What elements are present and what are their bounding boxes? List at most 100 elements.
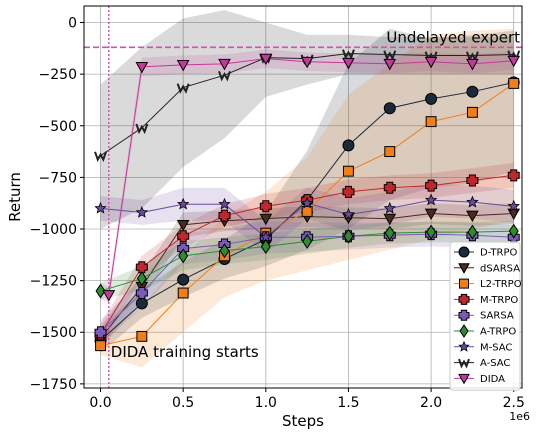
m-sac-marker xyxy=(342,208,355,220)
dida-marker xyxy=(507,55,521,68)
l2-trpo-marker xyxy=(95,340,106,352)
grid xyxy=(84,6,522,388)
legend-label-dsarsa: dSARSA xyxy=(480,263,520,274)
dida-marker xyxy=(424,56,438,69)
legend: D-TRPO dSARSA L2-TRPO M-TRPO SARSA A-TRPO M-SA… xyxy=(449,241,522,391)
legend-label-m-trpo: M-TRPO xyxy=(480,295,518,306)
a-trpo-marker xyxy=(343,228,354,244)
x-scale-label: 1e6 xyxy=(509,410,530,423)
legend-marker-l2-trpo xyxy=(459,278,469,289)
l2-trpo-marker xyxy=(425,116,437,128)
m-trpo-marker xyxy=(507,169,520,182)
series-markers xyxy=(94,49,521,352)
m-sac-marker xyxy=(383,201,396,214)
m-trpo-marker xyxy=(466,174,479,187)
m-trpo-marker xyxy=(218,209,231,222)
a-trpo-marker xyxy=(508,223,519,239)
d-trpo-marker xyxy=(466,85,479,98)
legend-marker-m-trpo xyxy=(458,293,470,305)
l2-trpo-marker xyxy=(177,287,189,299)
m-trpo-marker xyxy=(177,230,190,243)
dida-marker xyxy=(466,58,479,71)
a-trpo-marker xyxy=(467,224,478,240)
legend-marker-a-trpo xyxy=(459,324,469,338)
a-trpo-marker xyxy=(384,225,395,241)
legend-label-l2-trpo: L2-TRPO xyxy=(480,279,522,290)
y-tick-label: −500 xyxy=(39,119,77,135)
legend-marker-m-sac xyxy=(458,340,470,352)
legend-label-d-trpo: D-TRPO xyxy=(480,248,517,259)
a-trpo-marker xyxy=(95,283,106,299)
l2-trpo-marker xyxy=(384,146,396,158)
dida-marker xyxy=(342,57,355,70)
l2-trpo-marker xyxy=(136,330,148,342)
a-trpo-marker xyxy=(426,224,437,240)
d-trpo-marker xyxy=(177,273,190,286)
dsarsa-marker xyxy=(176,219,190,232)
legend-label-a-sac: A-SAC xyxy=(480,358,510,369)
legend-marker-d-trpo xyxy=(458,246,470,258)
a-sac-marker xyxy=(465,51,479,62)
a-sac-marker xyxy=(342,49,355,60)
legend-marker-sarsa xyxy=(458,309,470,321)
dida-band xyxy=(100,49,514,304)
dida-marker xyxy=(102,290,116,302)
m-sac-marker xyxy=(507,199,520,212)
dsarsa-marker xyxy=(259,213,273,226)
a-sac-marker xyxy=(94,151,107,162)
y-tick-label: −1000 xyxy=(30,222,77,238)
m-trpo-marker xyxy=(383,181,396,194)
y-tick-label: −1500 xyxy=(30,325,77,341)
d-trpo-band xyxy=(100,28,514,353)
d-trpo-marker xyxy=(342,139,355,152)
legend-label-dida: DIDA xyxy=(480,374,505,385)
dida-marker xyxy=(176,59,190,72)
x-tick-label: 0.0 xyxy=(89,395,111,411)
dida-marker xyxy=(259,53,273,66)
m-sac-marker xyxy=(424,193,438,206)
a-sac-marker xyxy=(424,51,438,62)
a-trpo-marker xyxy=(178,248,189,264)
reference-lines xyxy=(84,6,522,388)
undelayed-expert-label: Undelayed expert xyxy=(386,28,520,46)
x-tick-label: 1.0 xyxy=(255,395,277,411)
dida-marker xyxy=(383,58,397,71)
x-axis-label: Steps xyxy=(282,412,324,430)
a-trpo-band xyxy=(100,220,514,300)
m-trpo-marker xyxy=(425,179,438,192)
y-tick-label: −750 xyxy=(39,170,77,186)
x-tick-label: 2.0 xyxy=(420,395,442,411)
y-tick-label: −1250 xyxy=(30,274,77,290)
dida-marker xyxy=(300,56,314,69)
dida-training-starts-label: DIDA training starts xyxy=(111,343,259,361)
dsarsa-marker xyxy=(383,213,397,226)
l2-trpo-marker xyxy=(466,106,478,118)
m-trpo-marker xyxy=(342,185,355,198)
l2-trpo-marker xyxy=(301,206,313,217)
axis-ticks: 0.0 0.5 1.0 1.5 2.0 2.5 0 −250 −500 −750 −1000 −125… xyxy=(30,16,525,411)
m-sac-marker xyxy=(259,230,273,243)
m-sac-marker xyxy=(135,205,149,218)
a-sac-marker xyxy=(218,70,231,82)
m-trpo-marker xyxy=(259,200,272,213)
d-trpo-marker xyxy=(383,102,396,115)
legend-marker-dsarsa xyxy=(458,263,470,274)
a-trpo-marker xyxy=(136,271,147,287)
dsarsa-marker xyxy=(466,210,479,223)
y-tick-label: 0 xyxy=(68,16,77,32)
x-tick-label: 2.5 xyxy=(503,395,525,411)
dsarsa-marker xyxy=(424,208,438,221)
x-tick-label: 1.5 xyxy=(337,395,359,411)
m-sac-band xyxy=(100,183,514,254)
y-tick-label: −1750 xyxy=(30,377,77,393)
a-sac-marker xyxy=(135,123,149,135)
a-sac-band xyxy=(100,10,514,230)
d-trpo-marker xyxy=(425,92,438,105)
m-trpo-marker xyxy=(135,261,148,274)
legend-label-sarsa: SARSA xyxy=(480,311,514,322)
y-axis-label: Return xyxy=(6,172,24,222)
l2-trpo-marker xyxy=(343,165,354,177)
legend-marker-dida xyxy=(458,373,470,385)
a-trpo-marker xyxy=(302,233,313,249)
